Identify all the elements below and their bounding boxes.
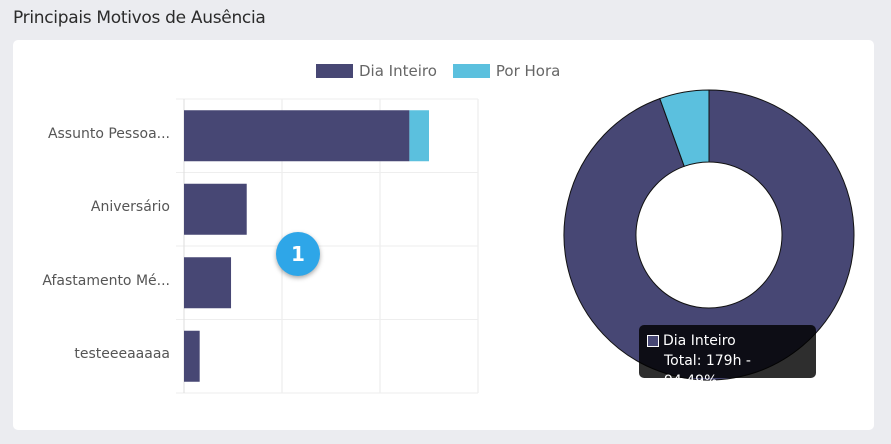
doughnut-slice-dia-inteiro <box>563 89 855 381</box>
category-label: Aniversário <box>90 199 170 216</box>
category-label: Afastamento Mé... <box>42 272 170 289</box>
legend-label-por-hora: Por Hora <box>495 62 561 80</box>
step-number-badge: 1 <box>276 232 320 276</box>
legend-item-dia-inteiro[interactable]: Dia Inteiro <box>316 62 437 80</box>
doughnut-tooltip: Dia Inteiro Total: 179h - 94.49% <box>639 325 816 389</box>
chart-legend: Dia Inteiro Por Hora <box>316 62 560 80</box>
page-title: Principais Motivos de Ausência <box>13 8 266 28</box>
bar-dia-inteiro-0 <box>184 110 410 162</box>
tooltip-series-label: Dia Inteiro <box>663 333 736 349</box>
category-label: Assunto Pessoa... <box>47 125 170 142</box>
bar-dia-inteiro-3 <box>184 330 200 382</box>
legend-item-por-hora[interactable]: Por Hora <box>452 62 561 80</box>
doughnut-slice-por-hora <box>659 89 710 167</box>
legend-swatch-por-hora <box>452 64 490 78</box>
tooltip-detail: Total: 179h - 94.49% <box>664 353 751 389</box>
legend-label-dia-inteiro: Dia Inteiro <box>359 62 437 80</box>
bar-por-hora-0 <box>409 110 429 162</box>
tooltip-swatch <box>647 335 659 347</box>
category-label: testeeeaaaaa <box>74 346 170 363</box>
bar-dia-inteiro-2 <box>184 257 232 309</box>
bar-dia-inteiro-1 <box>184 183 247 235</box>
legend-swatch-dia-inteiro <box>316 64 353 78</box>
